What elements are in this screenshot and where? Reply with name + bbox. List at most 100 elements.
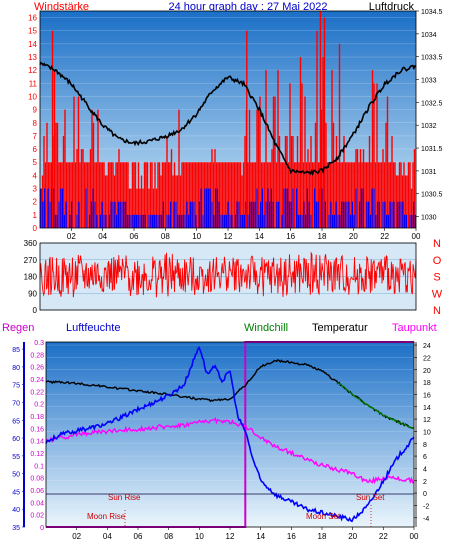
panel3-x-tick-label: 12 [226, 532, 235, 541]
legend-luftfeuchte: Luftfeuchte [66, 322, 120, 334]
panel3-temp-tick-label: 2 [423, 479, 427, 486]
panel3-x-tick-label: 06 [134, 532, 143, 541]
panel3-x-tick-label: 04 [103, 532, 112, 541]
panel1-left-tick-label: 0 [33, 224, 38, 233]
panel2-tick-label: 90 [28, 289, 37, 298]
panel2-direction-label: O [433, 255, 442, 267]
panel1-right-tick-label: 1032 [421, 123, 437, 130]
panel1-left-tick-label: 12 [28, 66, 37, 75]
annotation-moon-set: Moon Set [306, 512, 341, 521]
panel1-left-tick-label: 5 [33, 158, 38, 167]
panel3-rain-tick-label: 0.22 [30, 389, 44, 396]
legend-temperatur: Temperatur [312, 322, 368, 334]
panel1-right-tick-label: 1034 [421, 32, 437, 39]
panel3-humidity-tick-label: 85 [12, 347, 20, 354]
panel2-direction-label: W [432, 288, 443, 300]
panel3-rain-tick-label: 0.04 [30, 500, 44, 507]
panel3-temp-tick-label: 10 [423, 429, 431, 436]
panel1-right-tick-label: 1031.5 [421, 146, 443, 153]
panel3-humidity-tick-label: 60 [12, 436, 20, 443]
panel3-humidity-tick-label: 35 [12, 525, 20, 532]
panel1-x-tick-label: 16 [286, 232, 295, 241]
panel3-rain-tick-label: 0 [40, 525, 44, 532]
legend-regen: Regen [2, 322, 34, 334]
panel1-left-tick-label: 13 [28, 53, 37, 62]
panel3-rain-tick-label: 0.16 [30, 426, 44, 433]
panel1-right-tick-label: 1033.5 [421, 55, 443, 62]
panel1-left-tick-label: 2 [33, 198, 38, 207]
panel3-humidity-tick-label: 50 [12, 472, 20, 479]
panel3-x-tick-label: 16 [287, 532, 296, 541]
panel2-direction-label: N [433, 238, 441, 250]
legend-windchill: Windchill [244, 322, 288, 334]
panel1-x-tick-label: 00 [412, 232, 421, 241]
panel2-tick-label: 360 [24, 239, 38, 248]
panel1-right-tick-label: 1030 [421, 215, 437, 222]
panel1-x-tick-label: 20 [349, 232, 358, 241]
panel3-frame [45, 341, 415, 528]
panel3-x-tick-label: 02 [72, 532, 81, 541]
panel1-left-tick-label: 10 [28, 92, 37, 101]
pressure-line [39, 61, 417, 177]
panel1-left-tick-label: 9 [33, 106, 38, 115]
panel2-tick-label: 180 [24, 273, 38, 282]
wind-direction-line [39, 251, 417, 298]
panel3-humidity-tick-label: 80 [12, 365, 20, 372]
panel3-x-tick-label: 18 [318, 532, 327, 541]
panel3-rain-tick-label: 0.1 [34, 463, 44, 470]
panel1-right-tick-label: 1031 [421, 169, 437, 176]
panel3-humidity-tick-label: 75 [12, 383, 20, 390]
panel3-x-tick-label: 22 [379, 532, 388, 541]
panel1-right-tick-label: 1033 [421, 78, 437, 85]
panel3-temp-tick-label: 12 [423, 417, 431, 424]
panel3-rain-tick-label: 0.2 [34, 402, 44, 409]
panel2-tick-label: 270 [24, 256, 38, 265]
panel3-temp-tick-label: 16 [423, 392, 431, 399]
panel1-x-tick-label: 06 [130, 232, 139, 241]
panel1-x-tick-label: 18 [318, 232, 327, 241]
panel1-left-label: Windstärke [34, 1, 89, 13]
panel1-right-tick-label: 1032.5 [421, 100, 443, 107]
panel1-left-tick-label: 6 [33, 145, 38, 154]
panel3-temp-tick-label: -4 [423, 516, 429, 523]
panel3-temp-tick-label: 8 [423, 442, 427, 449]
panel3-humidity-tick-label: 45 [12, 489, 20, 496]
panel3-humidity-tick-label: 55 [12, 454, 20, 461]
windchill-line [337, 382, 415, 430]
panel3-temp-tick-label: -2 [423, 503, 429, 510]
panel3-humidity-tick-label: 40 [12, 507, 20, 514]
panel3-rain-tick-label: 0.28 [30, 352, 44, 359]
panel1-x-tick-label: 14 [255, 232, 264, 241]
panel3-temp-tick-label: 4 [423, 466, 427, 473]
panel3-rain-tick-label: 0.12 [30, 451, 44, 458]
panel3-temp-tick-label: 6 [423, 454, 427, 461]
annotation-sun-set: Sun Set [356, 493, 385, 502]
panel3-rain-tick-label: 0.14 [30, 439, 44, 446]
panel1-x-tick-label: 04 [98, 232, 107, 241]
panel3-x-tick-label: 14 [256, 532, 265, 541]
panel3-rain-tick-label: 0.08 [30, 476, 44, 483]
panel1-left-tick-label: 15 [28, 27, 37, 36]
humidity-line [45, 345, 415, 523]
panel1-frame [39, 10, 417, 229]
panel1-left-tick-label: 11 [29, 79, 38, 88]
annotation-sun-rise: Sun Rise [108, 493, 141, 502]
panel1-x-tick-label: 08 [161, 232, 170, 241]
panel3-rain-tick-label: 0.18 [30, 414, 44, 421]
panel3-temp-tick-label: 24 [423, 343, 431, 350]
annotation-moon-rise: Moon Rise [87, 512, 126, 521]
panel1-x-tick-label: 22 [380, 232, 389, 241]
panel2-tick-label: 0 [33, 306, 38, 315]
panel1-left-tick-label: 3 [33, 185, 38, 194]
panel3-rain-tick-label: 0.24 [30, 377, 44, 384]
dewpoint-line [45, 416, 415, 485]
panel3-x-tick-label: 08 [164, 532, 173, 541]
panel3-temp-tick-label: 20 [423, 368, 431, 375]
panel3-rain-tick-label: 0.3 [34, 340, 44, 347]
panel3-temp-tick-label: 18 [423, 380, 431, 387]
panel1-x-tick-label: 02 [67, 232, 76, 241]
panel3-x-tick-label: 00 [410, 532, 419, 541]
panel1-left-tick-label: 7 [33, 132, 38, 141]
panel1-left-tick-label: 14 [28, 40, 37, 49]
